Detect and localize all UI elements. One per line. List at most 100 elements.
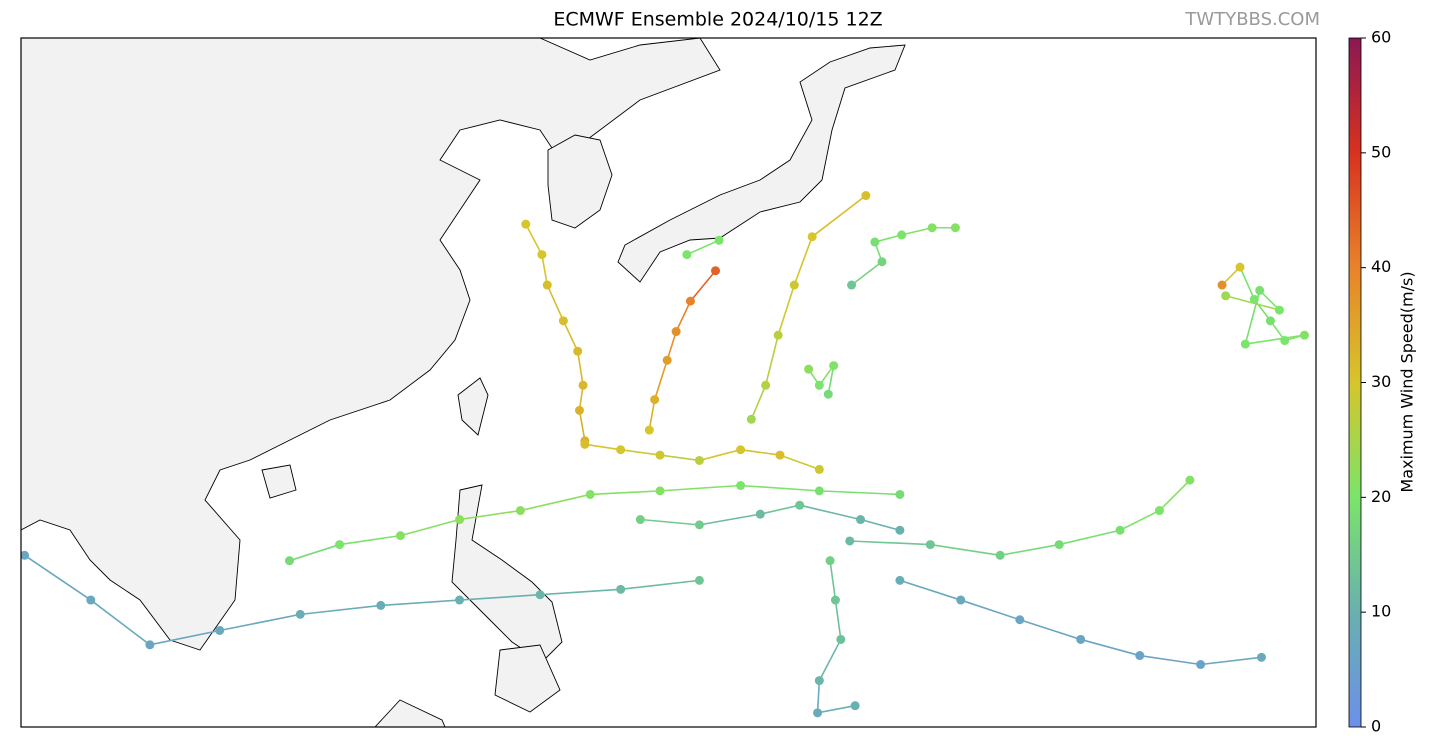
track-segment	[689, 270, 717, 302]
track-segment	[90, 599, 151, 646]
track-segment	[750, 384, 767, 420]
track-segment	[620, 579, 700, 591]
track-point	[521, 219, 531, 229]
track-point	[773, 330, 783, 340]
track-segment	[829, 560, 837, 601]
track-segment	[764, 334, 779, 386]
track-point	[395, 531, 405, 541]
track-segment	[899, 579, 961, 601]
track-point	[836, 634, 846, 644]
track-segment	[620, 448, 661, 456]
track-segment	[901, 226, 933, 236]
track-segment	[520, 493, 591, 512]
track-segment	[799, 504, 861, 521]
track-point	[870, 237, 880, 247]
track-point	[1280, 336, 1290, 346]
track-segment	[339, 534, 401, 546]
colorbar-tick-label: 60	[1371, 28, 1391, 47]
track-point	[1221, 291, 1231, 301]
track-point	[215, 625, 225, 635]
track-segment	[1059, 529, 1121, 546]
track-point	[814, 676, 824, 686]
track-point	[789, 280, 799, 290]
track-point	[1249, 294, 1259, 304]
track-segment	[648, 399, 656, 431]
track-segment	[666, 331, 677, 361]
track-point	[1256, 652, 1266, 662]
track-point	[1196, 660, 1206, 669]
track-point	[1015, 615, 1025, 625]
track-segment	[834, 599, 842, 640]
track-segment	[659, 454, 700, 462]
track-point	[897, 230, 907, 240]
track-point	[807, 232, 817, 242]
track-point	[813, 708, 823, 718]
track-segment	[851, 261, 883, 286]
track-segment	[24, 554, 92, 601]
track-segment	[459, 509, 521, 521]
track-segment	[400, 518, 460, 537]
track-segment	[300, 604, 381, 616]
basemap	[21, 38, 1316, 727]
track-segment	[1200, 656, 1262, 666]
track-point	[861, 191, 871, 201]
track-point	[295, 609, 305, 619]
track-point	[956, 595, 966, 605]
track-point	[542, 280, 552, 290]
track-point	[830, 595, 840, 605]
track-segment	[779, 454, 820, 471]
track-point	[895, 575, 905, 585]
track-segment	[640, 518, 700, 526]
track-point	[694, 455, 704, 465]
watermark: TWTYBBS.COM	[1184, 9, 1320, 30]
track-point	[755, 509, 765, 519]
track-segment	[999, 543, 1060, 557]
track-point	[662, 355, 672, 365]
track-segment	[1245, 334, 1305, 345]
track-point	[635, 515, 645, 525]
track-segment	[930, 543, 1001, 557]
track-point	[655, 486, 665, 496]
track-point	[1235, 262, 1245, 272]
track-point	[335, 540, 345, 550]
track-point	[1240, 339, 1250, 349]
track-segment	[686, 239, 720, 256]
track-segment	[816, 680, 821, 713]
track-point	[795, 500, 805, 510]
track-segment	[584, 443, 621, 451]
track-segment	[827, 365, 835, 395]
track-segment	[1080, 638, 1140, 657]
track-point	[682, 250, 692, 260]
track-point	[694, 520, 704, 530]
track-point	[455, 595, 465, 605]
track-point	[1265, 316, 1275, 326]
track-segment	[562, 320, 579, 352]
track-point	[814, 486, 824, 496]
track-segment	[380, 599, 460, 607]
map-frame	[20, 37, 1317, 728]
track-point	[515, 506, 525, 516]
track-point	[1299, 330, 1309, 340]
track-point	[21, 550, 30, 560]
tracks	[21, 191, 1309, 718]
track-segment	[1239, 266, 1256, 300]
colorbar	[1348, 37, 1362, 728]
track-point	[1154, 506, 1164, 516]
track-point	[925, 540, 935, 550]
track-point	[616, 445, 626, 455]
track-segment	[1259, 289, 1280, 311]
track-point	[847, 280, 857, 290]
track-segment	[1019, 618, 1081, 641]
track-point	[1076, 634, 1086, 644]
track-point	[574, 405, 584, 415]
track-point	[845, 536, 855, 546]
track-point	[644, 425, 654, 435]
track-point	[877, 257, 887, 267]
track-segment	[811, 194, 867, 238]
track-segment	[760, 504, 800, 515]
track-point	[86, 595, 96, 605]
track-point	[736, 481, 746, 490]
track-point	[455, 515, 465, 525]
